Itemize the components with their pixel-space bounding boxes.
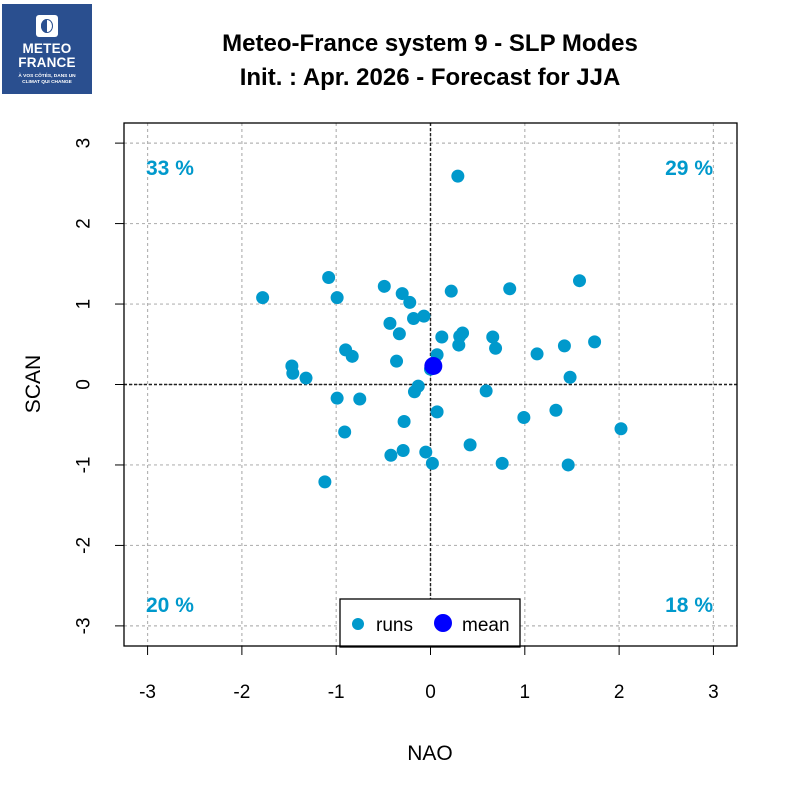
run-point bbox=[417, 309, 431, 323]
mean-point bbox=[424, 356, 443, 375]
run-point bbox=[563, 370, 577, 384]
axis-ticks: -3 -2 -1 0 1 2 3 -3 -2 -1 0 1 2 3 bbox=[74, 138, 719, 703]
run-point bbox=[395, 287, 409, 301]
run-point bbox=[456, 326, 470, 340]
quadrant-label-top-left: 33 % bbox=[146, 157, 194, 180]
run-point bbox=[377, 279, 391, 293]
legend-mean-label: mean bbox=[462, 615, 510, 636]
run-point bbox=[396, 443, 410, 457]
run-point bbox=[397, 415, 411, 429]
y-axis-label: SCAN bbox=[22, 355, 45, 413]
run-point bbox=[318, 475, 332, 489]
run-point bbox=[588, 335, 602, 349]
legend-mean-marker bbox=[434, 614, 452, 632]
run-point bbox=[561, 458, 575, 472]
y-tick-label: 2 bbox=[74, 218, 95, 229]
y-tick-label: 1 bbox=[74, 299, 95, 310]
x-axis-label: NAO bbox=[407, 742, 453, 765]
run-point bbox=[573, 274, 587, 288]
run-point bbox=[451, 169, 465, 183]
run-point bbox=[419, 445, 433, 459]
chart-title: Meteo-France system 9 - SLP Modes bbox=[222, 30, 638, 57]
run-point bbox=[330, 391, 344, 405]
run-point bbox=[330, 291, 344, 305]
run-point bbox=[452, 338, 466, 352]
run-point bbox=[530, 347, 544, 361]
run-point bbox=[557, 339, 571, 353]
y-tick-label: -3 bbox=[74, 617, 95, 634]
quadrant-label-bottom-left: 20 % bbox=[146, 594, 194, 617]
y-tick-label: -2 bbox=[74, 537, 95, 554]
legend-runs-label: runs bbox=[376, 615, 413, 636]
run-point bbox=[425, 456, 439, 470]
run-point bbox=[463, 438, 477, 452]
x-tick-label: -1 bbox=[328, 682, 345, 703]
x-tick-label: 3 bbox=[708, 682, 719, 703]
run-point bbox=[338, 425, 352, 439]
run-point bbox=[517, 410, 531, 424]
run-point bbox=[390, 354, 404, 368]
quadrant-label-top-right: 29 % bbox=[665, 157, 713, 180]
run-point bbox=[403, 295, 417, 309]
run-point bbox=[495, 456, 509, 470]
quadrant-label-bottom-right: 18 % bbox=[665, 594, 713, 617]
run-point bbox=[549, 403, 563, 417]
x-tick-label: 1 bbox=[520, 682, 531, 703]
y-tick-label: -1 bbox=[74, 457, 95, 474]
run-point bbox=[479, 384, 493, 398]
run-point bbox=[286, 366, 300, 380]
legend-box bbox=[339, 598, 521, 648]
x-tick-label: 0 bbox=[425, 682, 436, 703]
x-tick-label: 2 bbox=[614, 682, 625, 703]
run-point bbox=[407, 385, 421, 399]
run-point bbox=[489, 341, 503, 355]
x-tick-label: -2 bbox=[233, 682, 250, 703]
logo-tagline-line1: À VOS CÔTÉS, DANS UN bbox=[18, 74, 76, 79]
run-point bbox=[435, 330, 449, 344]
run-point bbox=[392, 327, 406, 341]
run-point bbox=[503, 282, 517, 296]
run-point bbox=[345, 349, 359, 363]
run-point bbox=[614, 422, 628, 436]
y-tick-label: 0 bbox=[74, 379, 95, 390]
chart-subtitle: Init. : Apr. 2026 - Forecast for JJA bbox=[239, 64, 621, 91]
plot-frame bbox=[123, 122, 738, 647]
logo-brand-line1: METEO bbox=[22, 41, 72, 56]
meteo-france-logo: METEO FRANCE À VOS CÔTÉS, DANS UN CLIMAT… bbox=[2, 4, 92, 94]
run-point bbox=[322, 270, 336, 284]
run-point bbox=[486, 330, 500, 344]
run-point bbox=[407, 312, 421, 326]
legend: runs mean bbox=[339, 598, 521, 648]
run-point bbox=[444, 284, 458, 298]
legend-runs-marker bbox=[352, 618, 364, 630]
run-point bbox=[353, 392, 367, 406]
data-points bbox=[256, 169, 628, 489]
run-point bbox=[383, 316, 397, 330]
run-point bbox=[256, 291, 270, 305]
meteo-france-emblem-icon bbox=[36, 15, 58, 37]
run-point bbox=[299, 371, 313, 385]
run-point bbox=[384, 448, 398, 462]
logo-tagline-line2: CLIMAT QUI CHANGE bbox=[22, 80, 72, 85]
run-point bbox=[430, 405, 444, 419]
x-tick-label: -3 bbox=[139, 682, 156, 703]
reference-lines bbox=[124, 123, 737, 646]
logo-brand-line2: FRANCE bbox=[18, 55, 76, 70]
y-tick-label: 3 bbox=[74, 138, 95, 149]
